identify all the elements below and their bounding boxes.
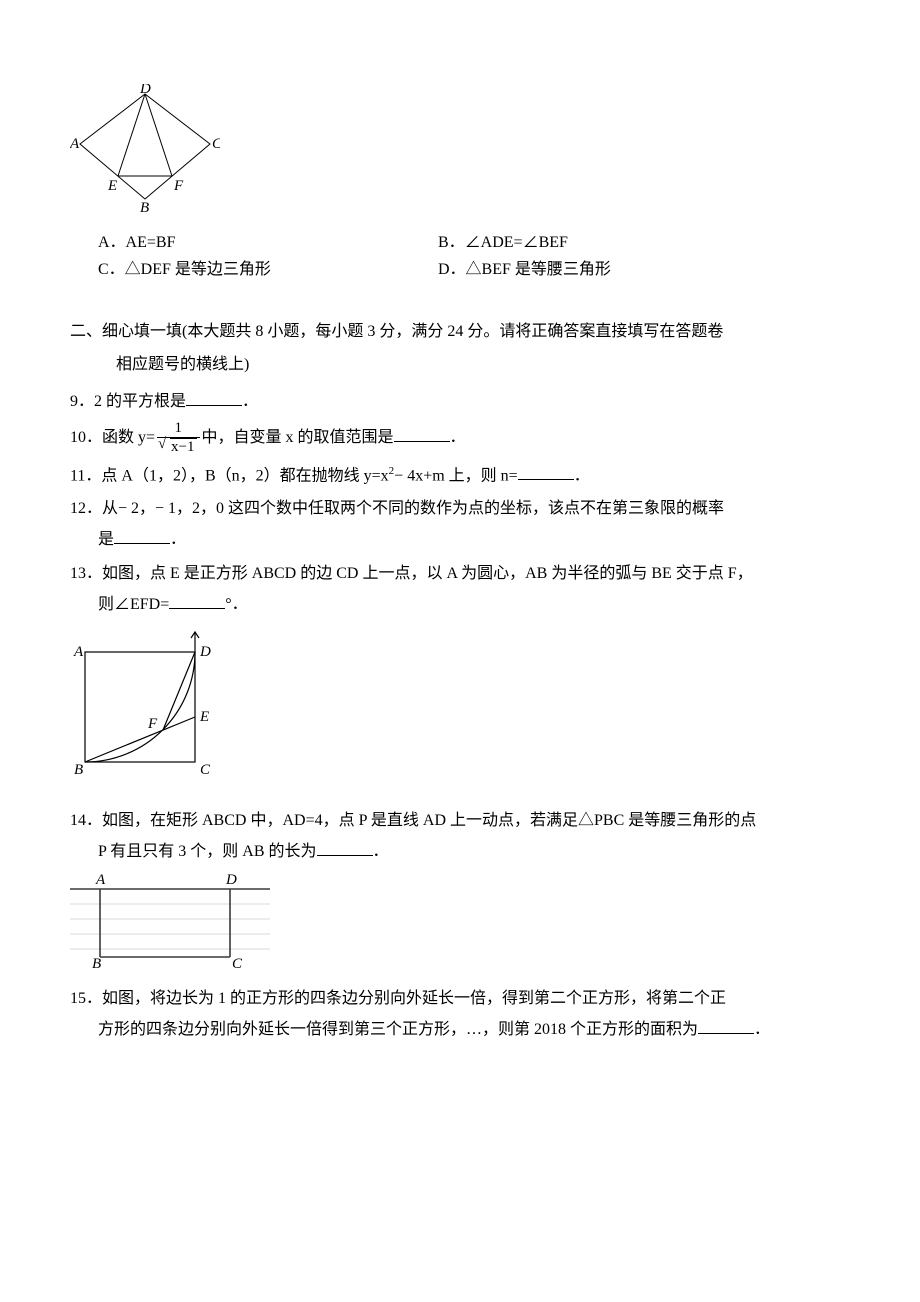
q8-option-b: B．∠ADE=∠BEF — [438, 229, 778, 256]
q14-label-C: C — [232, 956, 243, 969]
q10-post: ． — [450, 429, 466, 446]
q15-line2-pre: 方形的四条边分别向外延长一倍得到第三个正方形，…，则第 2018 个正方形的面积… — [98, 1021, 698, 1038]
q10-mid: 中，自变量 x 的取值范围是 — [202, 429, 394, 446]
q14-label-A: A — [95, 872, 106, 888]
q8-rhombus-svg: A D C B E F — [70, 84, 220, 214]
q14-rect-svg: A D B C — [70, 869, 270, 969]
q11: 11．点 A（1，2），B（n，2）都在抛物线 y=x2− 4x+m 上，则 n… — [70, 462, 850, 490]
q9-text-before: 9．2 的平方根是 — [70, 393, 186, 410]
q9-blank — [186, 389, 242, 406]
q10-pre: 10．函数 y= — [70, 429, 155, 446]
q13-label-D: D — [199, 644, 211, 660]
q8-options-row1: A．AE=BF B．∠ADE=∠BEF — [98, 229, 850, 256]
q10-blank — [394, 425, 450, 442]
q13-label-A: A — [73, 644, 84, 660]
q12-blank — [114, 527, 170, 544]
label-E: E — [107, 178, 117, 194]
q13-line2-pre: 则∠EFD= — [98, 596, 169, 613]
q10-sqrt: x−1 — [160, 438, 196, 456]
q10-radicand: x−1 — [170, 438, 196, 456]
q8-option-d: D．△BEF 是等腰三角形 — [438, 256, 778, 283]
q9: 9．2 的平方根是 ． — [70, 388, 850, 415]
label-F: F — [173, 178, 184, 194]
q15-blank — [698, 1017, 754, 1034]
q8-figure: A D C B E F — [70, 84, 850, 223]
q11-post: ． — [574, 467, 590, 484]
q13-square-arc-svg: A D E F B C — [70, 622, 215, 792]
label-D: D — [139, 84, 151, 97]
section2-heading-cont: 相应题号的横线上) — [70, 351, 850, 378]
q11-pre: 11．点 A（1，2），B（n，2）都在抛物线 y=x — [70, 467, 389, 484]
q14-label-D: D — [225, 872, 237, 888]
q13-label-E: E — [199, 709, 209, 725]
q8-options-row2: C．△DEF 是等边三角形 D．△BEF 是等腰三角形 — [98, 256, 850, 283]
q15-line1: 15．如图，将边长为 1 的正方形的四条边分别向外延长一倍，得到第二个正方形，将… — [70, 985, 850, 1012]
q8-option-c: C．△DEF 是等边三角形 — [98, 256, 438, 283]
q15-line2-post: ． — [754, 1021, 770, 1038]
q9-text-after: ． — [242, 393, 258, 410]
q13-label-C: C — [200, 762, 211, 778]
q12-line2: 是． — [70, 526, 850, 553]
q15-line2: 方形的四条边分别向外延长一倍得到第三个正方形，…，则第 2018 个正方形的面积… — [70, 1016, 850, 1043]
q13-figure: A D E F B C — [70, 622, 850, 801]
q14-blank — [317, 839, 373, 856]
q14-line2-post: ． — [373, 843, 389, 860]
section2-heading: 二、细心填一填(本大题共 8 小题，每小题 3 分，满分 24 分。请将正确答案… — [70, 318, 850, 345]
label-B: B — [140, 200, 149, 214]
q11-blank — [518, 463, 574, 480]
q10-fraction: 1x−1 — [157, 421, 199, 456]
q12-line1: 12．从− 2，− 1，2，0 这四个数中任取两个不同的数作为点的坐标，该点不在… — [70, 495, 850, 522]
q13-line1: 13．如图，点 E 是正方形 ABCD 的边 CD 上一点，以 A 为圆心，AB… — [70, 560, 850, 587]
label-C: C — [212, 136, 220, 152]
label-A: A — [70, 136, 80, 152]
q14-figure: A D B C — [70, 869, 850, 978]
q13-label-B: B — [74, 762, 83, 778]
q11-mid: − 4x+m 上，则 n= — [394, 467, 518, 484]
q10: 10．函数 y=1x−1中，自变量 x 的取值范围是 ． — [70, 421, 850, 456]
q14-line1: 14．如图，在矩形 ABCD 中，AD=4，点 P 是直线 AD 上一动点，若满… — [70, 807, 850, 834]
q8-option-a: A．AE=BF — [98, 229, 438, 256]
q12-line2-pre: 是 — [98, 531, 114, 548]
q13-label-F: F — [147, 716, 158, 732]
q13-line2: 则∠EFD= °． — [70, 591, 850, 618]
q14-label-B: B — [92, 956, 101, 969]
q14-line2: P 有且只有 3 个，则 AB 的长为 ． — [70, 838, 850, 865]
q14-line2-pre: P 有且只有 3 个，则 AB 的长为 — [98, 843, 317, 860]
q13-blank — [169, 592, 225, 609]
q13-line2-post: °． — [225, 596, 247, 613]
q12-line2-post: ． — [170, 531, 186, 548]
